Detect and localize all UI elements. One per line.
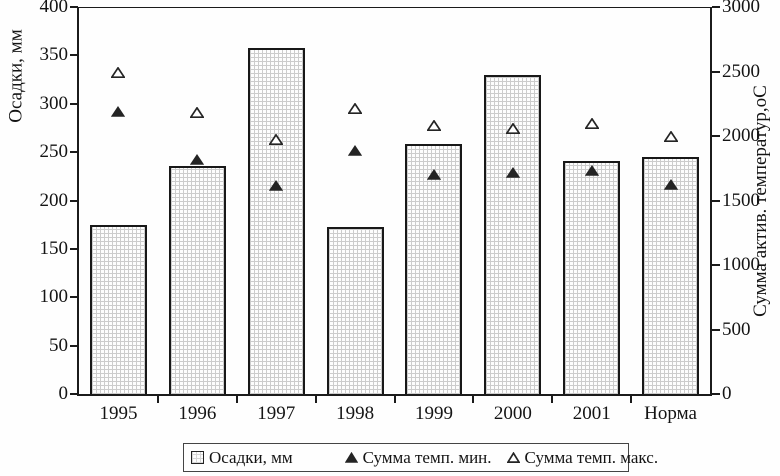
left-axis-tick-label: 0 [58, 383, 69, 404]
marker-temp-max [583, 116, 600, 129]
marker-temp-min [505, 166, 520, 178]
filled-triangle-icon [344, 452, 358, 463]
right-axis-tick [712, 264, 720, 266]
right-axis-tick-label: 1000 [722, 254, 760, 275]
marker-temp-max [347, 102, 363, 115]
right-axis-tick [712, 199, 720, 202]
bar-1999 [405, 144, 463, 394]
legend-label-precipitation: Осадки, мм [209, 447, 293, 467]
right-axis-tick [712, 393, 720, 395]
bar-1997 [247, 47, 305, 394]
right-axis-tick-label: 1500 [722, 189, 760, 211]
x-axis-category-label: 2000 [493, 403, 532, 424]
marker-temp-max [268, 133, 284, 146]
plot-top-border [78, 7, 712, 8]
legend: Осадки, мм Сумма темп. мин. Сумма темп. … [183, 443, 658, 472]
left-axis-tick-label: 150 [39, 237, 69, 259]
marker-temp-min [269, 180, 284, 191]
left-axis-tick [70, 102, 78, 105]
plot-area [79, 7, 710, 394]
x-axis-tick [393, 396, 396, 403]
left-axis-tick [70, 199, 78, 202]
left-axis-tick-label: 100 [39, 286, 69, 308]
x-axis-category-label: 1996 [178, 403, 217, 424]
bar-swatch-icon [191, 451, 204, 464]
left-axis-tick-label: 250 [39, 141, 69, 163]
marker-temp-min [347, 144, 363, 156]
bar-2001 [563, 160, 621, 394]
legend-label-temp-max: Сумма темп. макс. [524, 447, 659, 467]
left-axis-tick [70, 393, 78, 395]
left-axis-tick-label: 200 [39, 189, 69, 211]
left-axis-tick [70, 247, 78, 250]
x-axis-category-label: 2001 [572, 403, 611, 424]
left-axis-tick [70, 54, 78, 57]
legend-item-temp-max: Сумма темп. макс. [506, 447, 659, 468]
x-axis-tick [314, 396, 317, 403]
left-axis-tick-label: 50 [49, 334, 68, 356]
x-axis-tick [472, 396, 475, 403]
bar-1998 [326, 226, 384, 394]
right-axis-tick-label: 500 [722, 318, 751, 340]
bar-Норма [642, 156, 700, 394]
right-axis-tick-label: 2000 [722, 125, 760, 146]
x-axis-category-label: 1998 [336, 403, 375, 424]
x-axis-tick [235, 396, 238, 403]
left-axis-tick-label: 300 [39, 92, 69, 114]
left-axis-tick-label: 400 [39, 0, 69, 17]
x-axis-tick [156, 396, 159, 403]
marker-temp-min [190, 153, 205, 165]
left-axis-tick [70, 344, 78, 347]
marker-temp-min [111, 105, 126, 117]
marker-temp-max [189, 106, 206, 119]
marker-temp-max [662, 130, 679, 143]
bar-1996 [168, 165, 226, 394]
marker-temp-max [110, 66, 127, 79]
marker-temp-max [426, 119, 442, 132]
left-axis-tick-label: 350 [39, 44, 69, 66]
right-axis-tick [712, 328, 720, 331]
marker-temp-min [584, 165, 599, 177]
right-axis-tick-label: 2500 [722, 60, 760, 82]
y-axis-left-line [77, 7, 79, 396]
left-axis-tick [70, 151, 78, 154]
x-axis-category-label: 1997 [257, 403, 296, 424]
x-axis-category-label: Норма [644, 403, 697, 424]
open-triangle-icon [506, 452, 520, 463]
x-axis-category-label: 1995 [99, 403, 138, 424]
bar-1995 [89, 224, 147, 394]
x-axis-tick [630, 396, 633, 403]
right-axis-tick-label: 0 [722, 383, 732, 404]
left-axis-tick [70, 296, 78, 299]
left-axis-tick [70, 6, 78, 8]
right-axis-tick [712, 70, 720, 73]
x-axis-tick [551, 396, 554, 403]
marker-temp-min [426, 169, 442, 180]
x-axis-category-label: 1999 [414, 403, 453, 424]
y-axis-right-line [710, 7, 712, 396]
right-axis-tick-label: 3000 [722, 0, 760, 17]
right-axis-tick [712, 135, 720, 137]
legend-label-temp-min: Сумма темп. мин. [362, 447, 492, 467]
x-axis-line [77, 394, 712, 396]
marker-temp-max [505, 122, 521, 135]
marker-temp-min [663, 178, 678, 190]
legend-item-temp-min: Сумма темп. мин. [344, 447, 492, 468]
right-axis-tick [712, 6, 720, 8]
legend-item-precipitation: Осадки, мм [191, 448, 293, 468]
